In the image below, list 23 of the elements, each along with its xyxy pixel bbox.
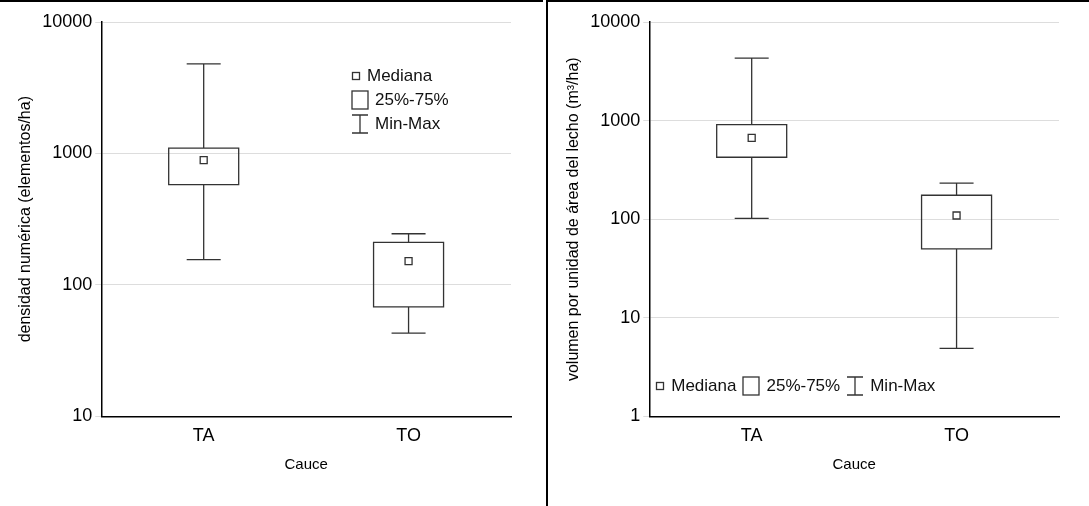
y-tick-label: 100 — [610, 208, 641, 229]
y-tick-label: 1 — [630, 405, 641, 426]
x-axis-title: Cauce — [284, 455, 328, 473]
y-axis-title: densidad numérica (elementos/ha) — [16, 96, 34, 343]
y-tick-label: 1000 — [52, 142, 93, 163]
annotation: Mediana — [367, 66, 433, 86]
x-tick-label: TA — [740, 425, 763, 446]
annotation: 25%-75% — [375, 90, 449, 110]
y-tick-label: 10 — [72, 405, 93, 426]
x-tick-label: TO — [396, 425, 421, 446]
y-tick-label: 10000 — [590, 10, 641, 31]
x-tick-label: TO — [944, 425, 969, 446]
annotation: Mediana — [671, 376, 737, 397]
y-tick-label: 100 — [62, 273, 93, 294]
annotation: 25%-75% — [766, 376, 841, 397]
y-axis-title: volumen por unidad de área del lecho (m³/ha) — [564, 57, 582, 382]
y-tick-label: 1000 — [600, 109, 641, 130]
x-tick-label: TA — [192, 425, 215, 446]
annotation: Min-Max — [375, 114, 441, 134]
x-axis-title: Cauce — [832, 455, 876, 473]
y-tick-label: 10000 — [42, 10, 93, 31]
y-tick-label: 10 — [620, 306, 641, 327]
annotation: Min-Max — [870, 376, 936, 397]
